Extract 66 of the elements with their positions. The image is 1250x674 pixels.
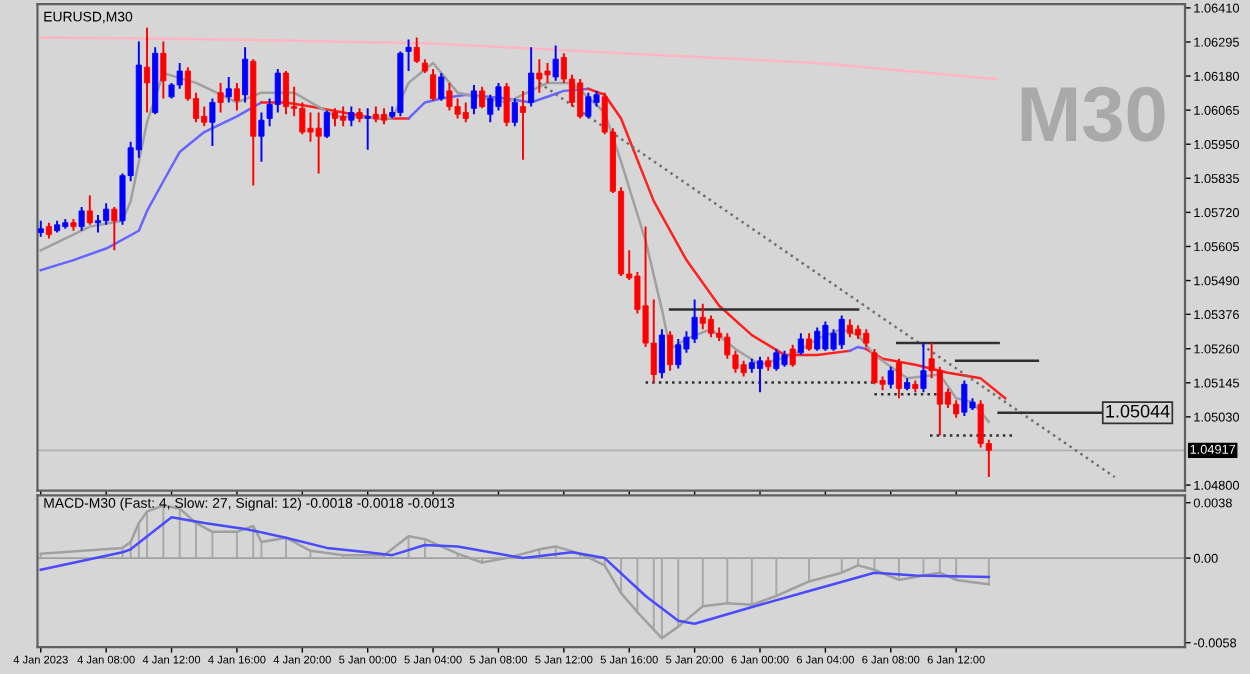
candlestick — [528, 46, 535, 108]
candlestick — [552, 44, 559, 82]
candlestick — [86, 194, 93, 226]
candlestick — [658, 328, 665, 380]
candlestick — [838, 314, 845, 350]
candlestick — [544, 62, 551, 84]
candlestick — [364, 107, 371, 151]
candlestick — [430, 67, 437, 102]
candlestick — [707, 314, 714, 339]
candlestick — [961, 379, 968, 417]
candlestick — [462, 101, 469, 124]
candlestick — [503, 81, 510, 128]
candlestick — [348, 105, 355, 128]
candlestick — [258, 111, 265, 163]
candlestick — [895, 357, 902, 400]
candlestick — [667, 330, 674, 372]
candlestick — [699, 302, 706, 331]
candlestick — [160, 40, 167, 100]
candlestick — [217, 81, 224, 114]
candlestick — [691, 298, 698, 345]
candlestick — [936, 365, 943, 437]
candlestick — [282, 70, 289, 116]
candlestick — [315, 111, 322, 175]
candlestick — [675, 337, 682, 370]
candlestick — [413, 36, 420, 64]
candlestick — [536, 58, 543, 94]
candlestick — [495, 81, 502, 112]
candlestick — [323, 109, 330, 139]
candlestick — [111, 206, 118, 252]
candlestick — [773, 348, 780, 372]
candlestick — [307, 111, 314, 143]
line-series — [865, 347, 1007, 400]
candlestick — [242, 46, 249, 104]
candlestick — [454, 97, 461, 120]
candlestick — [814, 326, 821, 352]
candlestick — [446, 81, 453, 112]
candlestick — [789, 343, 796, 368]
candlestick — [78, 206, 85, 232]
candlestick — [871, 348, 878, 386]
candlestick — [822, 320, 829, 352]
candlestick — [519, 89, 527, 161]
candlestick — [233, 81, 240, 112]
candlestick — [479, 85, 486, 110]
candlestick — [103, 202, 110, 226]
candlestick — [274, 67, 281, 114]
candlestick — [225, 75, 232, 104]
candlestick — [299, 101, 306, 136]
candlestick — [577, 78, 584, 120]
candlestick — [756, 355, 764, 394]
candlestick — [977, 399, 984, 449]
line-series — [39, 36, 999, 81]
candlestick — [209, 97, 216, 147]
candlestick — [887, 365, 894, 390]
candlestick — [585, 91, 592, 120]
candlestick — [438, 72, 445, 102]
candlestick — [511, 97, 518, 128]
annotation: 1.05044 — [1106, 404, 1170, 418]
line-series — [39, 101, 263, 272]
candlestick — [340, 105, 347, 128]
candlestick — [920, 342, 927, 394]
candlestick — [470, 83, 477, 116]
candlestick — [201, 105, 208, 128]
candlestick — [143, 26, 151, 114]
line-series — [39, 516, 991, 625]
candlestick — [797, 332, 804, 356]
candlestick — [405, 38, 412, 72]
